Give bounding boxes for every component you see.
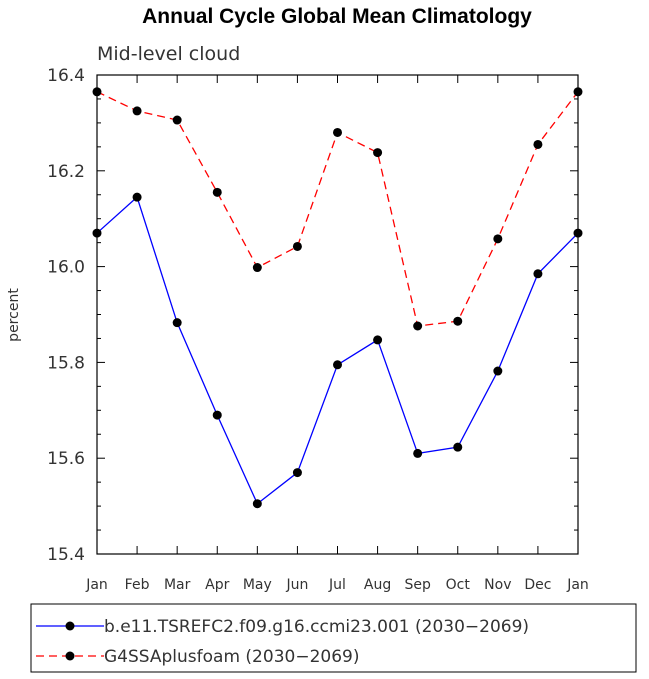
- x-tick-label: Oct: [446, 577, 471, 593]
- data-point: [212, 187, 222, 197]
- x-tick-label: Dec: [524, 577, 551, 593]
- y-tick-label: 16.0: [47, 258, 85, 278]
- data-point: [252, 263, 262, 273]
- x-tick-label: Jun: [285, 577, 308, 593]
- legend-box: [30, 603, 637, 673]
- data-point: [172, 318, 182, 328]
- data-point: [292, 241, 302, 251]
- data-point: [92, 87, 102, 97]
- data-point: [533, 269, 543, 279]
- y-tick-label: 16.4: [47, 66, 85, 86]
- data-point: [333, 127, 342, 137]
- data-point: [132, 192, 142, 202]
- plot-frame: [96, 74, 579, 555]
- data-point: [92, 228, 102, 238]
- x-tick-label: Jan: [85, 577, 108, 593]
- x-tick-label: Feb: [125, 577, 150, 593]
- chart-title: Annual Cycle Global Mean Climatology: [142, 5, 532, 28]
- data-point: [573, 228, 583, 238]
- legend-marker: [65, 621, 75, 631]
- legend-label: G4SSAplusfoam (2030−2069): [104, 647, 359, 667]
- data-point: [373, 335, 383, 345]
- chart-subtitle: Mid-level cloud: [97, 43, 240, 65]
- legend-label: b.e11.TSREFC2.f09.g16.ccmi23.001 (2030−2…: [104, 617, 529, 637]
- data-point: [413, 448, 423, 458]
- y-tick-label: 15.6: [47, 449, 85, 469]
- data-point: [493, 366, 503, 376]
- legend: b.e11.TSREFC2.f09.g16.ccmi23.001 (2030−2…: [30, 603, 637, 673]
- data-point: [252, 499, 262, 509]
- x-tick-label: Mar: [164, 577, 191, 593]
- data-point: [172, 115, 182, 125]
- x-tick-label: May: [243, 577, 272, 593]
- x-tick-label: Sep: [404, 577, 431, 593]
- data-point: [333, 360, 342, 370]
- x-tick-label: Jul: [328, 577, 346, 593]
- data-point: [453, 316, 463, 326]
- series-line-0: [96, 195, 579, 505]
- data-point: [212, 410, 222, 420]
- x-tick-label: Aug: [364, 577, 391, 593]
- data-point: [132, 106, 142, 116]
- y-tick-label: 16.2: [47, 162, 85, 182]
- data-point: [292, 468, 302, 478]
- x-tick-label: Jan: [566, 577, 589, 593]
- x-tick-label: Nov: [484, 577, 511, 593]
- data-point: [413, 321, 423, 331]
- y-tick-label: 15.4: [47, 545, 85, 565]
- series-line-1: [96, 91, 579, 327]
- data-point: [573, 87, 583, 97]
- x-tick-label: Apr: [205, 577, 229, 593]
- data-point: [533, 139, 543, 149]
- data-point: [373, 148, 383, 158]
- legend-marker: [65, 651, 75, 661]
- data-point: [493, 234, 503, 244]
- y-tick-label: 15.8: [47, 353, 85, 373]
- data-point: [453, 442, 463, 452]
- y-axis-label: percent: [6, 288, 22, 342]
